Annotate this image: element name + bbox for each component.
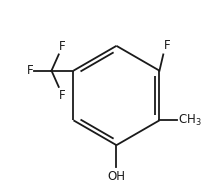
Text: F: F: [59, 89, 66, 102]
Text: F: F: [164, 39, 171, 52]
Text: F: F: [27, 64, 33, 77]
Text: F: F: [59, 40, 66, 53]
Text: CH$_3$: CH$_3$: [178, 113, 201, 128]
Text: OH: OH: [108, 170, 125, 183]
